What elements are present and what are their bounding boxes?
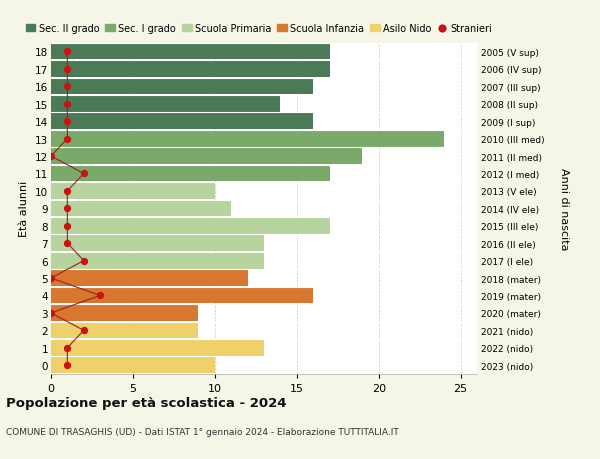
Point: [79, 257, 89, 265]
Bar: [51, 358, 215, 373]
Bar: [51, 340, 264, 356]
Point: [62, 135, 72, 143]
Point: [79, 170, 89, 178]
Text: Popolazione per età scolastica - 2024: Popolazione per età scolastica - 2024: [6, 396, 287, 409]
Point: [46, 309, 56, 317]
Point: [95, 292, 105, 299]
Point: [62, 223, 72, 230]
Point: [62, 66, 72, 73]
Bar: [51, 114, 313, 130]
Bar: [51, 79, 313, 95]
Bar: [51, 45, 329, 60]
Bar: [51, 166, 329, 182]
Point: [46, 275, 56, 282]
Bar: [51, 201, 231, 217]
Bar: [51, 235, 264, 252]
Text: COMUNE DI TRASAGHIS (UD) - Dati ISTAT 1° gennaio 2024 - Elaborazione TUTTITALIA.: COMUNE DI TRASAGHIS (UD) - Dati ISTAT 1°…: [6, 427, 399, 436]
Point: [79, 327, 89, 334]
Bar: [51, 270, 248, 286]
Bar: [51, 323, 199, 339]
Bar: [51, 96, 280, 112]
Bar: [51, 131, 444, 147]
Point: [62, 240, 72, 247]
Bar: [51, 305, 199, 321]
Point: [62, 118, 72, 126]
Bar: [51, 253, 264, 269]
Bar: [51, 218, 329, 234]
Y-axis label: Età alunni: Età alunni: [19, 181, 29, 237]
Bar: [51, 62, 329, 78]
Point: [62, 205, 72, 213]
Point: [62, 188, 72, 195]
Y-axis label: Anni di nascita: Anni di nascita: [559, 168, 569, 250]
Legend: Sec. II grado, Sec. I grado, Scuola Primaria, Scuola Infanzia, Asilo Nido, Stran: Sec. II grado, Sec. I grado, Scuola Prim…: [22, 20, 496, 38]
Point: [46, 153, 56, 160]
Point: [62, 344, 72, 352]
Point: [62, 49, 72, 56]
Bar: [51, 288, 313, 304]
Point: [62, 362, 72, 369]
Point: [62, 84, 72, 91]
Point: [62, 101, 72, 108]
Bar: [51, 184, 215, 200]
Bar: [51, 149, 362, 165]
